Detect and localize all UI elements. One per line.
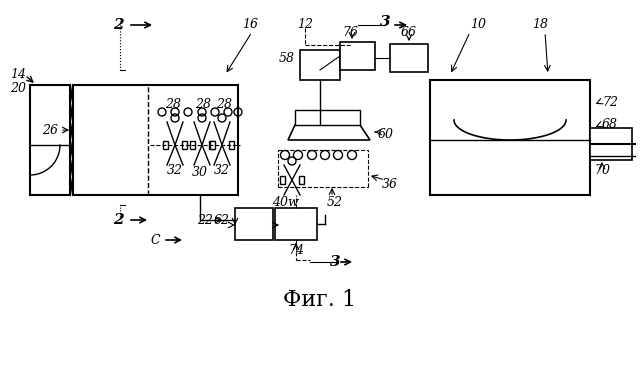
Text: 20: 20 xyxy=(10,81,26,95)
Text: 58: 58 xyxy=(279,52,295,65)
Text: 10: 10 xyxy=(470,19,486,32)
Text: C: C xyxy=(150,233,160,247)
Bar xyxy=(182,141,187,149)
Bar xyxy=(209,141,214,149)
Text: 30: 30 xyxy=(192,166,208,179)
Bar xyxy=(299,176,304,184)
Text: 32: 32 xyxy=(214,163,230,176)
Text: 2: 2 xyxy=(113,213,124,227)
Bar xyxy=(210,141,215,149)
Text: 32: 32 xyxy=(167,163,183,176)
Bar xyxy=(430,80,590,195)
Text: 28: 28 xyxy=(195,98,211,111)
Text: Фиг. 1: Фиг. 1 xyxy=(284,289,356,311)
Text: 66: 66 xyxy=(401,25,417,38)
Bar xyxy=(229,141,234,149)
Bar xyxy=(590,128,632,160)
Text: 3: 3 xyxy=(380,15,390,29)
Text: 52: 52 xyxy=(327,195,343,209)
Text: 28: 28 xyxy=(165,98,181,111)
Bar xyxy=(340,42,375,70)
Polygon shape xyxy=(288,125,370,140)
Text: 74: 74 xyxy=(288,244,304,256)
Text: 26: 26 xyxy=(42,124,58,136)
Text: 36: 36 xyxy=(382,179,398,192)
Bar xyxy=(280,176,285,184)
Text: 76: 76 xyxy=(342,25,358,38)
Bar xyxy=(295,110,360,125)
Bar xyxy=(73,85,238,195)
Text: 40ᴡ: 40ᴡ xyxy=(271,195,298,209)
Text: 28: 28 xyxy=(216,98,232,111)
Bar xyxy=(275,208,317,240)
Bar xyxy=(300,50,340,80)
Bar xyxy=(390,44,428,72)
Text: 16: 16 xyxy=(242,19,258,32)
Text: 2: 2 xyxy=(113,18,124,32)
Text: 68: 68 xyxy=(602,119,618,131)
Text: 72: 72 xyxy=(602,95,618,109)
Text: 60: 60 xyxy=(378,128,394,141)
Bar xyxy=(30,85,70,195)
Text: 62: 62 xyxy=(214,214,230,226)
Text: 18: 18 xyxy=(532,19,548,32)
Text: 3: 3 xyxy=(330,255,340,269)
Bar xyxy=(163,141,168,149)
Bar xyxy=(190,141,195,149)
Text: 14: 14 xyxy=(10,68,26,81)
Text: 22: 22 xyxy=(197,214,213,226)
Text: 70: 70 xyxy=(594,163,610,176)
Text: 12: 12 xyxy=(297,19,313,32)
Bar xyxy=(235,208,273,240)
